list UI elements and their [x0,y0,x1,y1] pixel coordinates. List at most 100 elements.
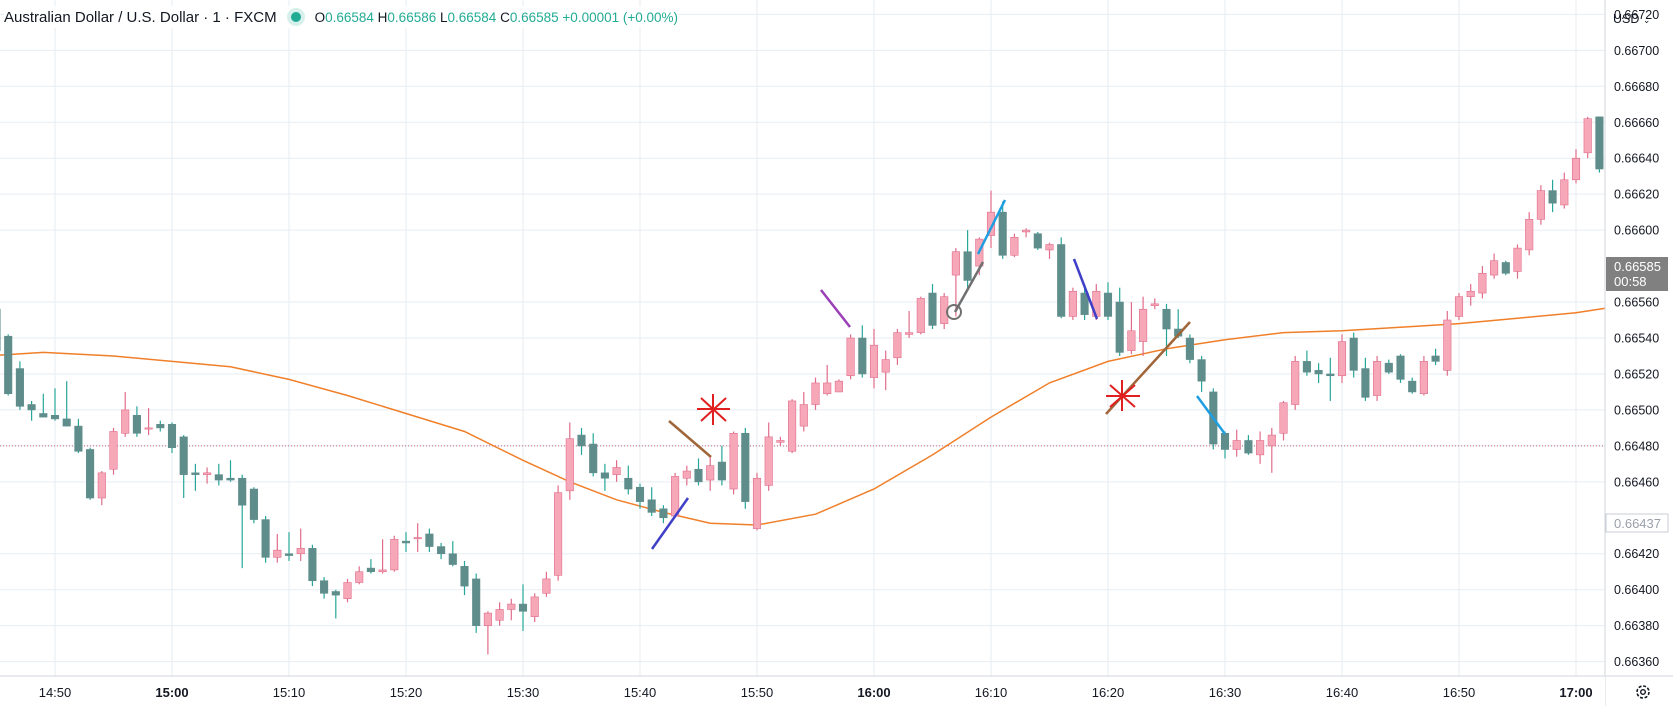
candle-body [1396,355,1405,380]
price-tick-label: 0.66460 [1614,475,1659,489]
trend-line-blue-2[interactable] [1072,258,1099,320]
crosshair-price-label-bg [1605,513,1669,533]
candle-body [869,344,879,378]
candle [1349,332,1358,378]
settings-gear-icon[interactable] [1636,685,1650,699]
candle-body [1185,337,1194,360]
candle [1560,172,1569,209]
candle-body [1045,244,1054,251]
cross-marker-1[interactable] [697,394,730,425]
symbol-title[interactable]: Australian Dollar / U.S. Dollar · 1 · FX… [4,8,277,26]
price-tick-label: 0.66600 [1614,224,1659,238]
candle-body [1443,319,1452,371]
candle [378,539,387,574]
drawing-tools[interactable] [650,199,1227,550]
candle [1431,348,1440,365]
candle [39,393,48,418]
candle-body [612,467,621,475]
candle-body [834,380,843,393]
candle-body [729,432,738,490]
candle [1373,355,1382,401]
candle-body [448,553,457,565]
candle [823,364,832,396]
candle [167,422,177,454]
candle-body [121,409,130,434]
candle-body [167,423,177,448]
trend-line-gray[interactable] [953,261,985,313]
candle-body [1571,157,1581,181]
candle [226,460,235,482]
chevron-down-icon: ⌄ [1642,15,1651,25]
candle [612,460,621,482]
candle [741,427,750,509]
currency-label: USD [1613,12,1640,26]
candle [1337,334,1347,383]
candle [50,388,60,421]
candle-body [928,292,937,326]
candle [1326,357,1335,401]
trend-line-purple[interactable] [820,289,851,328]
candle [132,406,141,437]
candle-body [4,335,13,395]
candle-body [331,591,340,596]
candle-body [320,580,329,594]
price-axis-background [1605,0,1673,676]
candle-body [308,548,317,582]
candle-body [823,382,832,395]
candle [390,535,399,572]
candle-body [1220,432,1230,450]
trend-line-cyan-1[interactable] [976,199,1007,255]
candle-body [179,436,188,475]
candle [1595,116,1604,173]
trend-line-brown-1[interactable] [668,420,712,458]
price-tick-label: 0.66540 [1614,332,1659,346]
candle-body [261,519,270,558]
candle [1454,293,1464,321]
candle [1045,242,1054,259]
candle-body [554,492,563,576]
candle [518,584,528,632]
candle-body [764,436,773,486]
candle-body [355,571,364,583]
change-value: +0.00001 (+0.00%) [562,9,679,25]
candle-body [846,337,855,377]
time-tick-label: 14:50 [39,685,72,700]
candle [448,541,457,567]
candle-body [998,211,1007,256]
anchor-circle[interactable] [946,304,962,320]
candle-body [799,404,808,427]
symbol-legend[interactable]: Australian Dollar / U.S. Dollar · 1 · FX… [4,6,679,28]
candle [284,532,294,561]
price-tick-label: 0.66560 [1614,296,1659,310]
candle [1185,334,1194,364]
candle [1419,355,1428,396]
currency-selector[interactable]: USD ⌄ [1613,12,1650,26]
candle-body [156,423,165,429]
cross-marker-2[interactable] [1106,380,1140,411]
candle-body [507,603,516,610]
candle [752,472,762,531]
market-status-icon[interactable] [290,12,301,22]
trend-line-blue-1[interactable] [650,497,690,550]
candle-body [1560,179,1569,206]
candle [542,571,551,597]
trend-line-cyan-2[interactable] [1195,395,1227,435]
candle-body [951,251,960,276]
price-axis[interactable]: 0.66720 0.66700 0.66680 0.66660 0.66640 0.666… [1604,0,1673,706]
candle-body [1197,359,1206,382]
time-axis[interactable]: 14:50 15:00 15:10 15:20 15:30 15:40 15:50 16:00… [0,675,1673,706]
gear-outer-ring [1636,685,1650,699]
candle [1384,359,1393,374]
candle-body [1033,233,1042,249]
candle-body [542,578,551,594]
candle [121,391,130,437]
candle [1150,298,1159,310]
price-tick-label: 0.66520 [1614,367,1659,381]
candle [4,334,13,396]
candle [1513,244,1522,279]
candle [1490,253,1499,279]
candle-body [390,539,399,571]
candle [401,532,411,552]
candle [1291,355,1300,410]
